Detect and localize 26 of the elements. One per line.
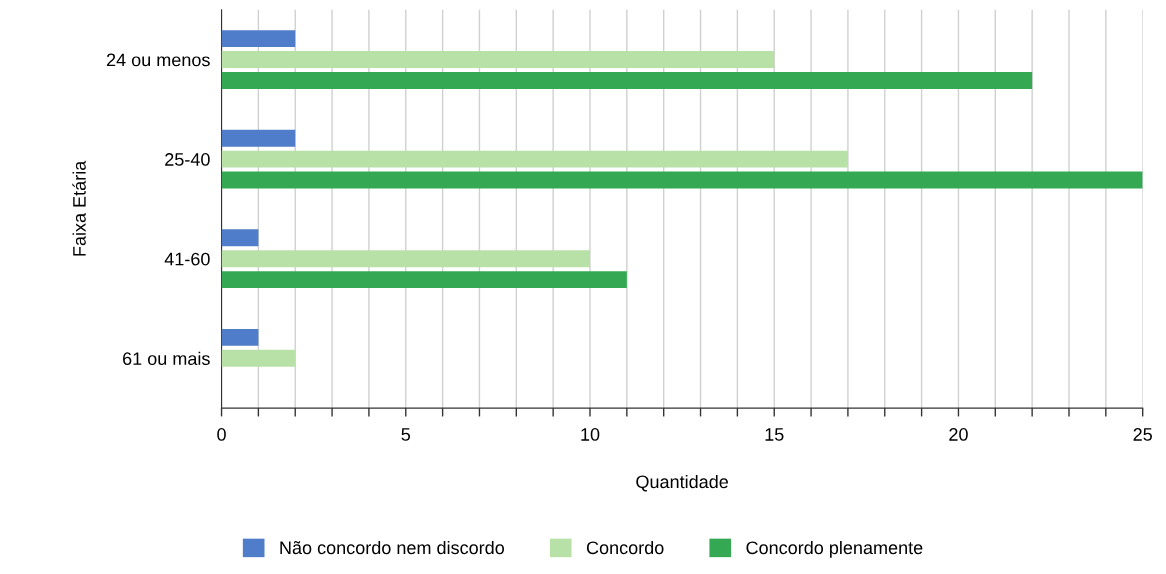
y-tick-label: 61 ou mais bbox=[123, 351, 210, 366]
legend-label: Concordo plenamente bbox=[746, 540, 923, 558]
bar bbox=[221, 51, 775, 69]
bar bbox=[221, 129, 296, 147]
x-tick-label: 5 bbox=[401, 428, 411, 441]
bar bbox=[221, 30, 296, 48]
bar bbox=[221, 349, 296, 367]
x-axis-title: Quantidade bbox=[636, 474, 728, 492]
x-tick-label: 20 bbox=[949, 428, 968, 441]
y-tick-label: 24 ou menos bbox=[106, 53, 210, 67]
x-tick-label: 15 bbox=[765, 428, 784, 441]
x-tick-label: 0 bbox=[217, 428, 226, 441]
legend-label: Não concordo nem discordo bbox=[280, 540, 504, 555]
x-tick-label: 25 bbox=[1133, 428, 1152, 441]
bar bbox=[221, 150, 848, 168]
bar bbox=[221, 250, 590, 268]
legend-label: Concordo bbox=[586, 540, 664, 555]
bar bbox=[221, 328, 259, 346]
bar bbox=[221, 72, 1033, 89]
bar bbox=[221, 229, 259, 247]
y-axis-title: Faixa Etária bbox=[72, 160, 86, 256]
y-tick-label: 25-40 bbox=[165, 153, 210, 166]
x-tick-label: 10 bbox=[581, 428, 600, 441]
bar bbox=[221, 271, 627, 289]
y-tick-label: 41-60 bbox=[164, 252, 210, 266]
bar bbox=[221, 171, 1143, 189]
